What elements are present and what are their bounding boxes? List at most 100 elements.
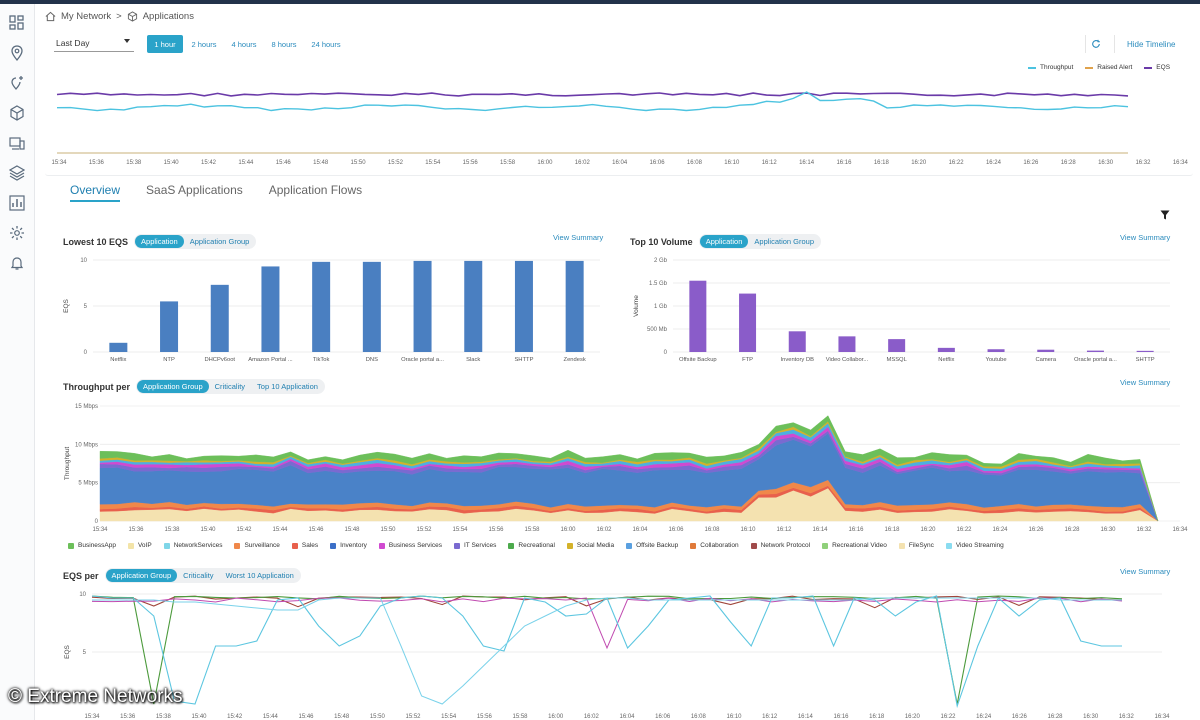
legend-item[interactable]: Sales <box>291 542 318 549</box>
y-tick-label: 10 Mbps <box>75 442 98 448</box>
legend-item[interactable]: Social Media <box>566 542 614 549</box>
toggle-worst-10-application[interactable]: Worst 10 Application <box>225 571 294 580</box>
throughput-view-summary-link[interactable]: View Summary <box>1120 378 1171 387</box>
dashboard-icon[interactable] <box>8 14 26 32</box>
legend-item[interactable]: IT Services <box>454 542 496 549</box>
legend-swatch <box>127 542 134 549</box>
eqs-series-line <box>91 597 1123 650</box>
home-icon[interactable] <box>45 11 56 22</box>
legend-item[interactable]: Recreational Video <box>822 542 887 549</box>
legend-item[interactable]: Video Streaming <box>945 542 1004 549</box>
eqs-per-view-summary-link[interactable]: View Summary <box>1120 567 1171 576</box>
legend-label: EQS <box>1156 64 1171 71</box>
range-1-hour-button[interactable]: 1 hour <box>147 35 183 53</box>
eqs-line <box>56 92 1129 97</box>
x-tick-label: 16:34 <box>1172 527 1188 533</box>
legend-swatch <box>508 542 515 549</box>
eqs-series-line <box>91 595 1123 705</box>
x-tick-label: 16:34 <box>1154 714 1170 720</box>
timeline-tick-label: 16:26 <box>1023 160 1039 166</box>
legend-item[interactable]: VoIP <box>127 542 152 549</box>
cube-icon[interactable] <box>8 104 26 122</box>
pin-plus-icon[interactable] <box>8 74 26 92</box>
lowest-eqs-view-summary-link[interactable]: View Summary <box>553 233 604 242</box>
legend-item[interactable]: Inventory <box>330 542 367 549</box>
x-tick-label: 15:34 <box>84 714 100 720</box>
legend-item[interactable]: Collaboration <box>690 542 739 549</box>
range-24-hours-button[interactable]: 24 hours <box>311 39 341 49</box>
filter-icon[interactable] <box>1160 210 1170 220</box>
legend-label: Business Services <box>388 542 442 549</box>
timeline-chart[interactable]: 15:34 15:36 15:38 15:40 15:42 15:44 15:46 15:48… <box>45 74 1193 170</box>
toggle-criticality[interactable]: Criticality <box>183 571 214 580</box>
legend-swatch <box>378 542 385 549</box>
legend-item[interactable]: Offsite Backup <box>626 542 678 549</box>
gear-icon[interactable] <box>8 224 26 242</box>
toggle-application-group[interactable]: Application Group <box>137 380 209 393</box>
timeline-tick-label: 16:32 <box>1135 160 1151 166</box>
legend-item[interactable]: Surveillance <box>234 542 280 549</box>
x-tick-label: Camera <box>1035 357 1056 363</box>
timeline-tick-label: 16:18 <box>874 160 890 166</box>
x-tick-label: FTP <box>742 357 753 363</box>
bar <box>565 260 584 352</box>
timeline-tick-label: 15:56 <box>463 160 479 166</box>
legend-item[interactable]: FileSync <box>898 542 934 549</box>
range-8-hours-button[interactable]: 8 hours <box>271 39 297 49</box>
bar <box>210 284 229 352</box>
bar <box>987 349 1005 352</box>
timeline-tick-label: 15:36 <box>89 160 105 166</box>
legend-swatch <box>945 542 952 549</box>
range-2-hours-button[interactable]: 2 hours <box>191 39 217 49</box>
x-tick-label: 15:42 <box>236 527 252 533</box>
devices-icon[interactable] <box>8 134 26 152</box>
x-tick-label: 15:58 <box>524 527 540 533</box>
layers-icon[interactable] <box>8 164 26 182</box>
legend-item[interactable]: Network Protocol <box>750 542 810 549</box>
toggle-application[interactable]: Application <box>699 235 749 248</box>
x-tick-label: 16:12 <box>762 714 778 720</box>
legend-item[interactable]: Business Services <box>378 542 442 549</box>
legend-swatch <box>566 542 573 549</box>
breadcrumb-root[interactable]: My Network <box>61 10 112 22</box>
eqs-per-chart[interactable]: 10 5 EQS 15:34 15:36 15:38 15:40 15:42 15:44 15:4… <box>60 586 1190 720</box>
bar <box>464 260 483 352</box>
toggle-application[interactable]: Application <box>135 235 184 248</box>
toggle-application-group[interactable]: Application Group <box>105 569 178 582</box>
tab-overview[interactable]: Overview <box>70 183 121 202</box>
x-tick-label: Oracle portal a... <box>1074 357 1117 363</box>
y-tick-label: 5 <box>83 650 87 656</box>
tab-saas-applications[interactable]: SaaS Applications <box>146 183 243 197</box>
bell-icon[interactable] <box>8 254 26 272</box>
top-volume-view-summary-link[interactable]: View Summary <box>1120 233 1171 242</box>
legend-item[interactable]: NetworkServices <box>163 542 222 549</box>
toggle-application-group[interactable]: Application Group <box>189 237 250 246</box>
location-pin-icon[interactable] <box>8 44 26 62</box>
refresh-button[interactable] <box>1085 35 1106 53</box>
throughput-chart[interactable]: 15 Mbps 10 Mbps 5 Mbps 0 Throughput 15:34 15:3… <box>60 398 1190 538</box>
toggle-application-group[interactable]: Application Group <box>754 237 815 246</box>
x-tick-label: 16:04 <box>619 714 635 720</box>
top-volume-chart[interactable]: 2 Gb 1.5 Gb 1 Gb 500 Mb 0 Volume Offsite Backu… <box>630 252 1175 367</box>
report-chart-icon[interactable] <box>8 194 26 212</box>
bar <box>362 261 381 352</box>
legend-item[interactable]: BusinessApp <box>68 542 116 549</box>
bar <box>937 347 955 352</box>
toggle-criticality[interactable]: Criticality <box>214 382 246 391</box>
toggle-top-10-application[interactable]: Top 10 Application <box>257 382 318 391</box>
hide-timeline-button[interactable]: Hide Timeline <box>1114 35 1197 53</box>
legend-swatch <box>690 542 697 549</box>
legend-item: Throughput <box>1028 64 1073 71</box>
x-tick-label: 15:38 <box>156 714 172 720</box>
lowest-eqs-chart[interactable]: 10 5 0 EQS Netflix NTP DHCPv6oot Amazon Portal … <box>60 252 605 367</box>
tab-bar: Overview SaaS Applications Application F… <box>70 183 362 202</box>
tab-application-flows[interactable]: Application Flows <box>268 183 363 197</box>
timeline-tick-label: 15:50 <box>351 160 367 166</box>
x-tick-label: SHTTP <box>1136 357 1155 363</box>
x-tick-label: 15:38 <box>164 527 180 533</box>
x-tick-label: Inventory DB <box>780 357 814 363</box>
legend-item[interactable]: Recreational <box>508 542 555 549</box>
y-tick-label: 15 Mbps <box>75 404 98 410</box>
period-select[interactable]: Last Day <box>54 34 134 52</box>
range-4-hours-button[interactable]: 4 hours <box>231 39 257 49</box>
